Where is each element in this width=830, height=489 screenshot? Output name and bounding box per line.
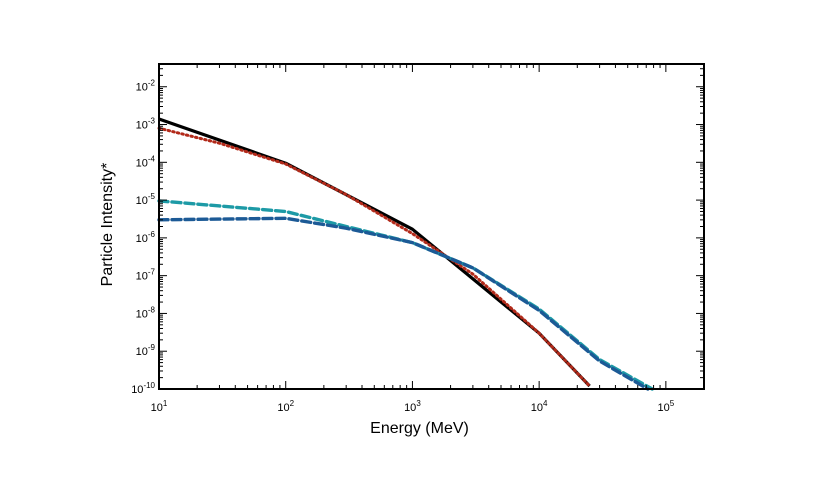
y-tick-label: 10-3 bbox=[136, 117, 156, 132]
y-tick-label: 10-6 bbox=[136, 230, 156, 245]
plot-frame bbox=[158, 63, 705, 390]
axis-ticks bbox=[158, 63, 705, 390]
x-tick-label: 101 bbox=[151, 399, 168, 414]
tick-labels: 101 102 103 104 105 10-10 10-9 10-8 10-7 10-6 10-5… bbox=[131, 79, 675, 414]
series-line-2 bbox=[157, 126, 592, 388]
plot-lines bbox=[157, 117, 654, 391]
series-line-4 bbox=[157, 216, 650, 391]
series-line-1 bbox=[158, 117, 591, 388]
x-axis-label: Energy (MeV) bbox=[370, 420, 469, 437]
y-tick-label: 10-10 bbox=[131, 381, 155, 396]
x-tick-label: 103 bbox=[404, 399, 421, 414]
y-tick-label: 10-4 bbox=[136, 154, 156, 169]
y-tick-label: 10-8 bbox=[136, 305, 156, 320]
y-tick-label: 10-5 bbox=[136, 192, 156, 207]
y-tick-label: 10-9 bbox=[136, 343, 156, 358]
x-tick-label: 104 bbox=[531, 399, 548, 414]
y-tick-label: 10-7 bbox=[136, 268, 156, 283]
y-tick-label: 10-2 bbox=[136, 79, 156, 94]
x-tick-label: 105 bbox=[658, 399, 675, 414]
y-axis-label: Particle Intensity* bbox=[99, 163, 116, 287]
x-tick-label: 102 bbox=[277, 399, 294, 414]
